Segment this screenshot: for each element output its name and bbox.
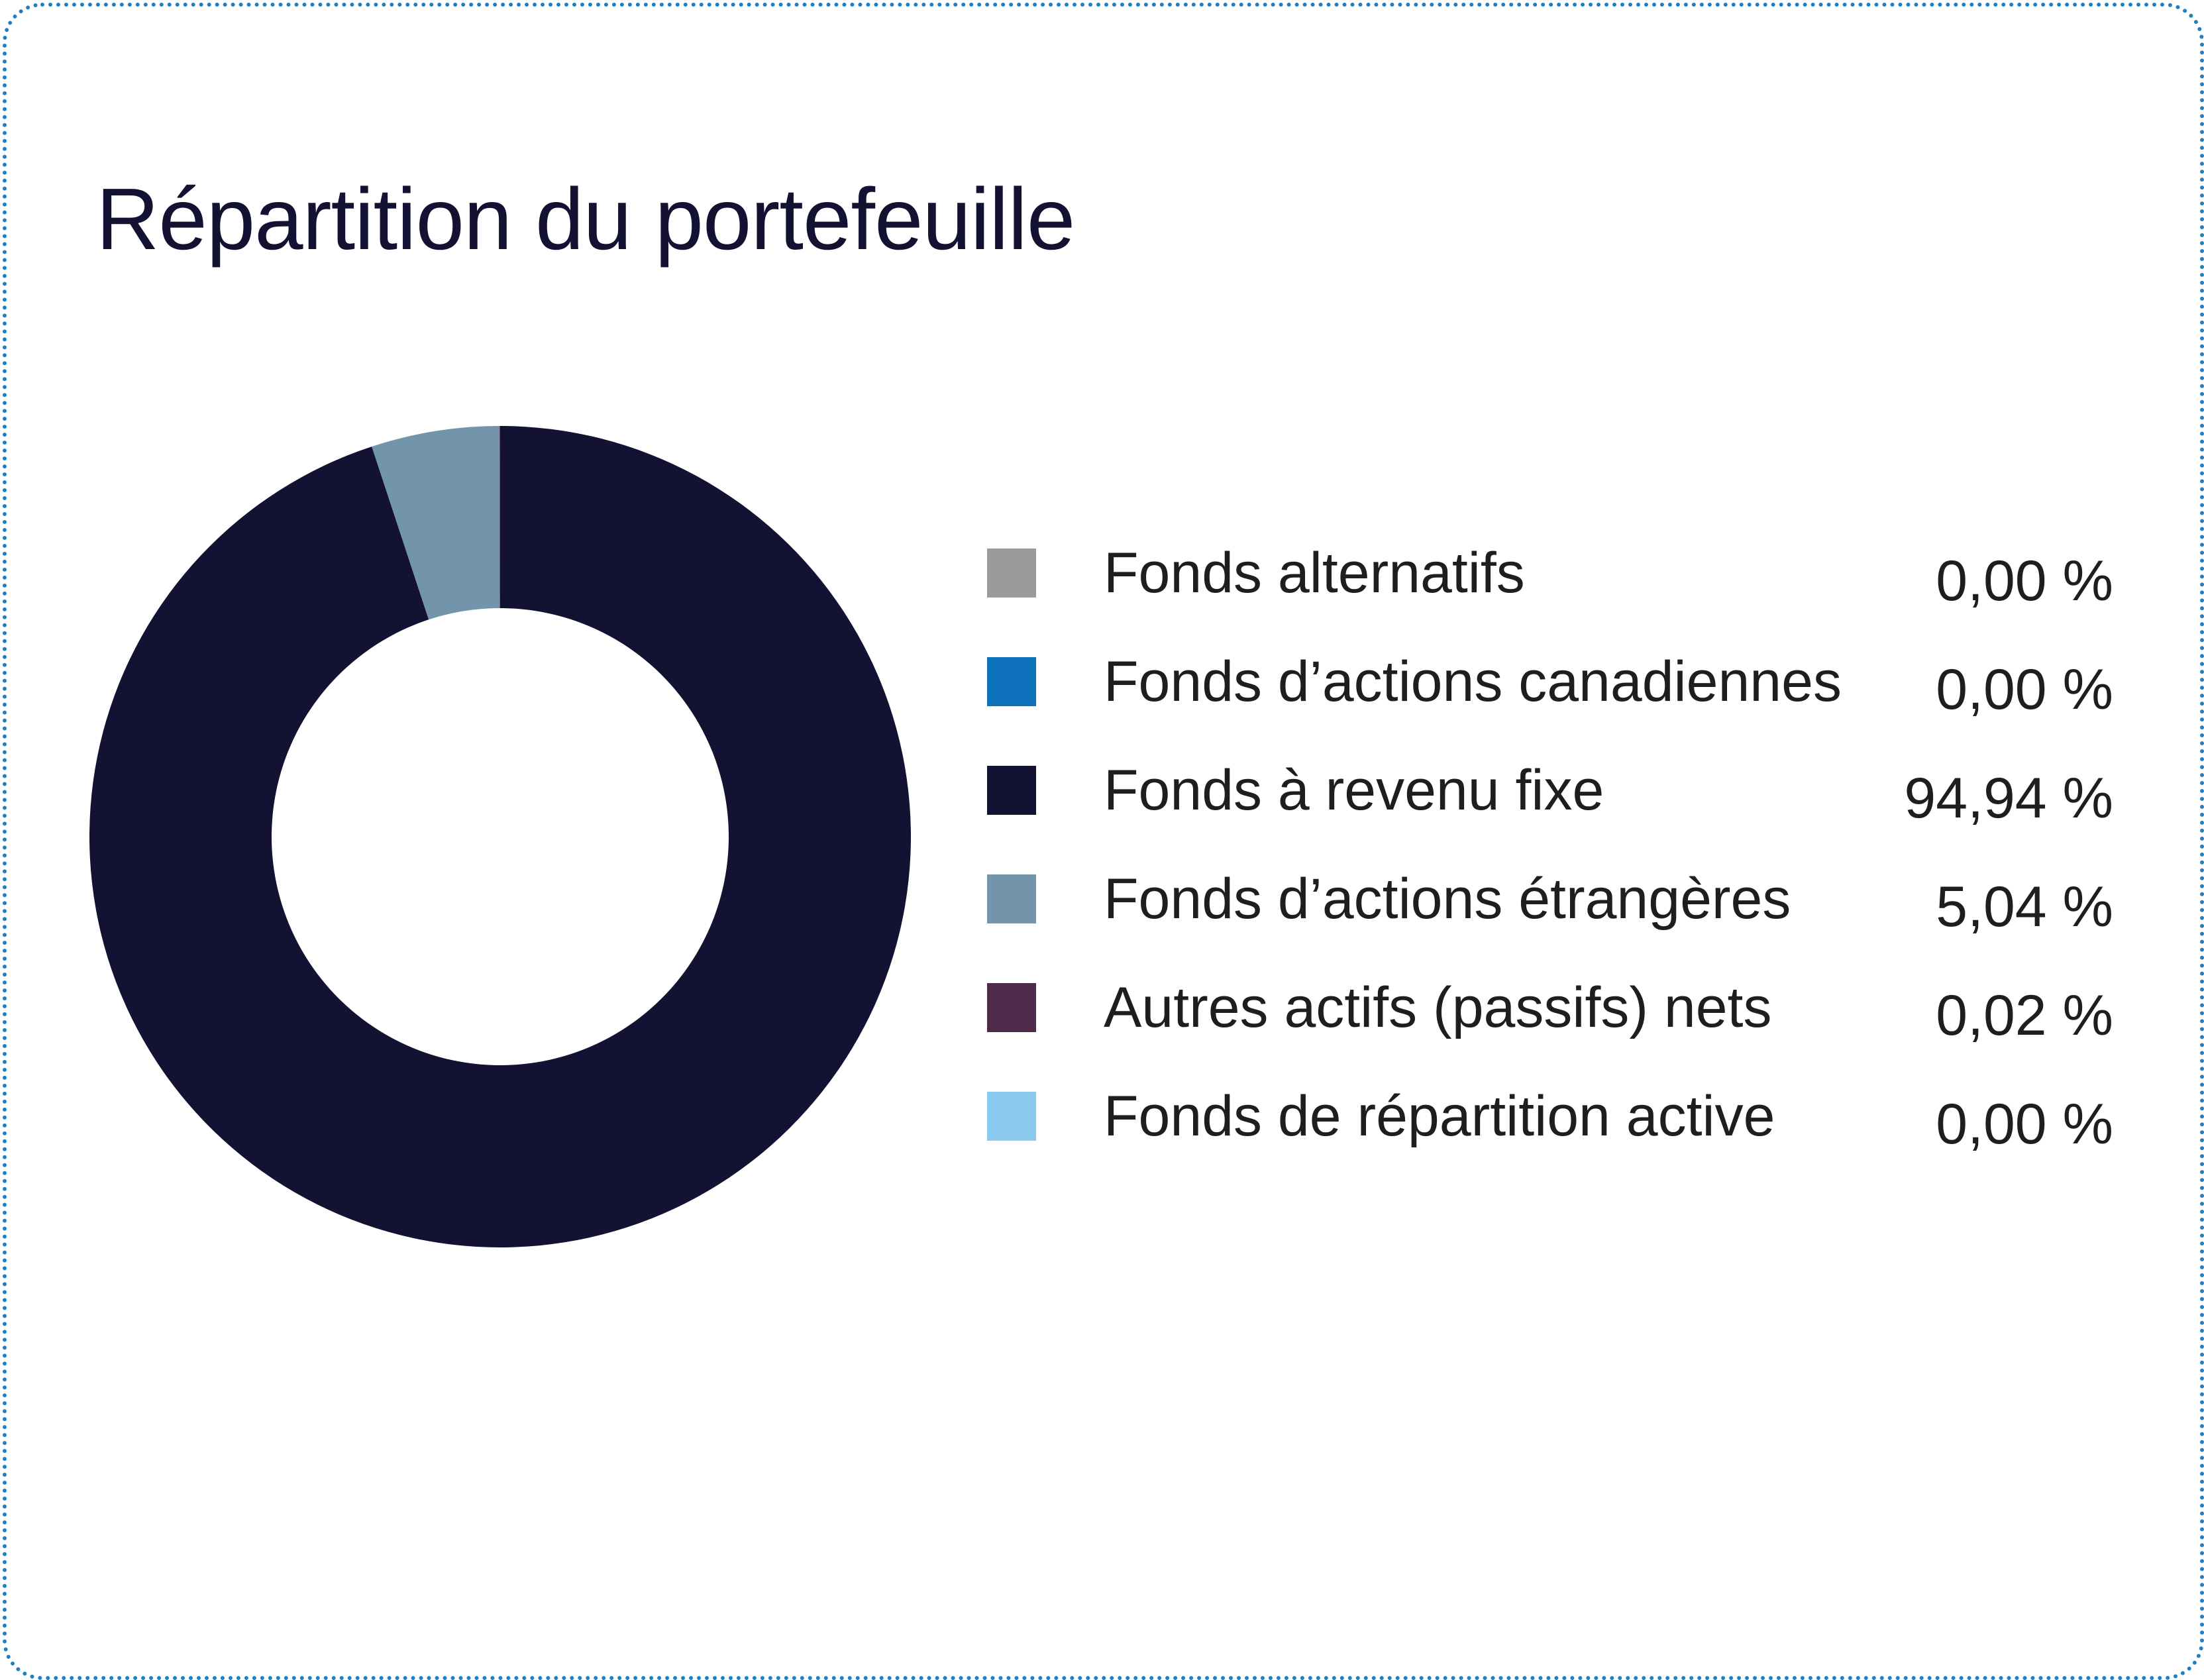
legend-swatch (987, 983, 1036, 1032)
legend-value: 94,94 % (1904, 766, 2113, 830)
legend-item-fonds-actions-etrangeres: Fonds d’actions étrangères 5,04 % (987, 869, 2113, 942)
legend-swatch (987, 874, 1036, 923)
legend-value: 0,02 % (1936, 984, 2113, 1047)
donut-slice-5 (499, 426, 500, 609)
legend-label: Fonds de répartition active (1104, 1084, 1775, 1148)
legend-label: Fonds d’actions canadiennes (1104, 650, 1842, 713)
donut-slice-3 (89, 426, 912, 1247)
legend-item-fonds-alternatifs: Fonds alternatifs 0,00 % (987, 543, 2113, 616)
donut-chart (89, 426, 912, 1247)
legend-value: 5,04 % (1936, 875, 2113, 939)
chart-title: Répartition du portefeuille (96, 170, 1075, 268)
legend-value: 0,00 % (1936, 1092, 2113, 1156)
legend-label: Fonds alternatifs (1104, 541, 1525, 605)
legend-value: 0,00 % (1936, 658, 2113, 721)
legend-swatch (987, 549, 1036, 598)
legend-item-fonds-revenu-fixe: Fonds à revenu fixe 94,94 % (987, 761, 2113, 833)
chart-card: Répartition du portefeuille Fonds altern… (3, 3, 2204, 1680)
legend-value: 0,00 % (1936, 549, 2113, 613)
legend-label: Fonds d’actions étrangères (1104, 867, 1791, 931)
legend-label: Fonds à revenu fixe (1104, 759, 1604, 822)
legend-label: Autres actifs (passifs) nets (1104, 976, 1772, 1039)
legend-swatch (987, 1092, 1036, 1141)
legend-swatch (987, 657, 1036, 706)
donut-slice-4 (372, 426, 500, 620)
legend-item-fonds-actions-canadiennes: Fonds d’actions canadiennes 0,00 % (987, 652, 2113, 725)
legend-item-fonds-repartition-active: Fonds de répartition active 0,00 % (987, 1086, 2113, 1159)
legend-swatch (987, 766, 1036, 815)
legend-item-autres-actifs-passifs-nets: Autres actifs (passifs) nets 0,02 % (987, 978, 2113, 1051)
